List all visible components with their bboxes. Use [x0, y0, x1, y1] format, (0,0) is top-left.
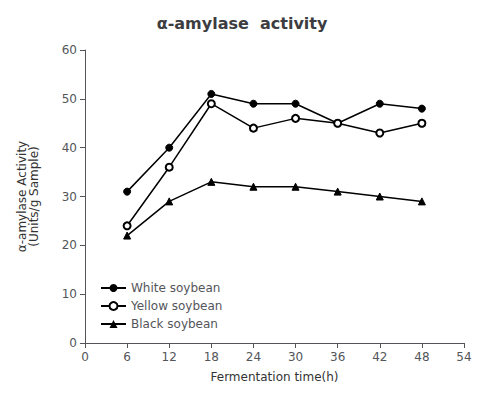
svg-text:10: 10	[62, 287, 77, 301]
svg-text:30: 30	[288, 350, 303, 364]
svg-text:White soybean: White soybean	[131, 281, 220, 295]
svg-text:50: 50	[62, 92, 77, 106]
svg-text:α-amylase activity: α-amylase activity	[157, 14, 328, 33]
svg-text:0: 0	[69, 336, 77, 350]
svg-text:α-amylase Activity: α-amylase Activity	[15, 140, 29, 253]
svg-text:(Units/g Sample): (Units/g Sample)	[27, 146, 41, 247]
svg-text:36: 36	[330, 350, 345, 364]
svg-text:42: 42	[372, 350, 387, 364]
svg-text:24: 24	[246, 350, 261, 364]
svg-text:Fermentation time(h): Fermentation time(h)	[211, 370, 339, 384]
svg-text:54: 54	[456, 350, 471, 364]
svg-text:30: 30	[62, 190, 77, 204]
svg-text:48: 48	[414, 350, 429, 364]
svg-text:6: 6	[123, 350, 131, 364]
svg-text:60: 60	[62, 43, 77, 57]
svg-text:Black soybean: Black soybean	[131, 317, 218, 331]
svg-text:40: 40	[62, 141, 77, 155]
svg-text:18: 18	[204, 350, 219, 364]
svg-text:20: 20	[62, 238, 77, 252]
svg-text:Yellow soybean: Yellow soybean	[130, 299, 222, 313]
svg-text:0: 0	[81, 350, 89, 364]
svg-text:12: 12	[162, 350, 177, 364]
